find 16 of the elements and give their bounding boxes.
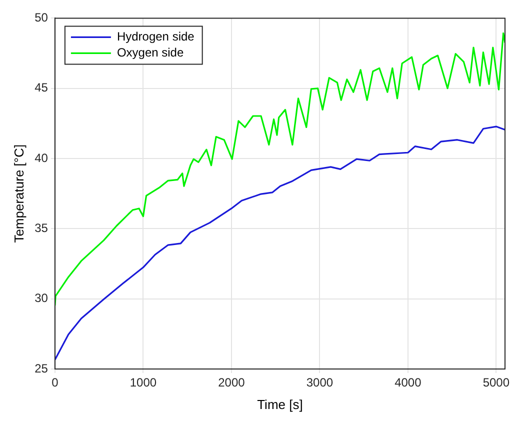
legend-label: Hydrogen side xyxy=(116,30,195,44)
y-tick-label: 25 xyxy=(34,361,48,376)
x-tick-label: 3000 xyxy=(306,376,334,390)
y-tick-label: 40 xyxy=(34,150,48,165)
y-axis-title: Temperature [°C] xyxy=(11,144,26,243)
y-tick-label: 50 xyxy=(34,10,48,25)
x-tick-label: 4000 xyxy=(394,376,422,390)
x-tick-label: 1000 xyxy=(130,376,157,390)
y-tick-label: 30 xyxy=(34,291,48,306)
x-tick-label: 2000 xyxy=(218,376,246,390)
y-tick-label: 35 xyxy=(34,220,48,235)
x-tick-label: 5000 xyxy=(482,376,510,390)
x-tick-label: 0 xyxy=(52,376,59,390)
y-tick-label: 45 xyxy=(34,80,48,95)
legend-label: Oxygen side xyxy=(116,46,184,60)
x-axis-title: Time [s] xyxy=(257,396,303,412)
